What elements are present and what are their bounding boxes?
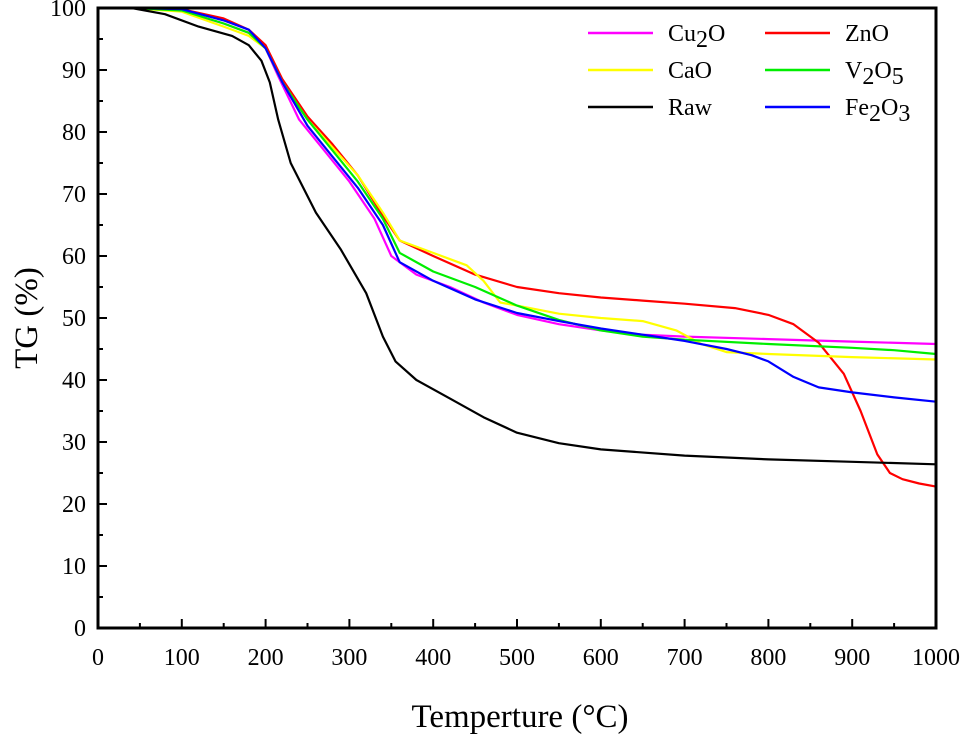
x-tick-label: 500 xyxy=(499,645,535,671)
legend: Cu2O ZnO CaO V2O5 Raw Fe2O3 xyxy=(588,21,910,127)
legend-item-fe2o3: Fe2O3 xyxy=(765,95,910,127)
x-tick-label: 200 xyxy=(248,645,284,671)
legend-label: CaO xyxy=(668,58,712,84)
legend-label: V2O5 xyxy=(845,58,904,90)
y-tick-label: 70 xyxy=(62,182,86,208)
y-tick-label: 30 xyxy=(62,430,86,456)
legend-item-cu2o: Cu2O xyxy=(588,21,725,53)
series-line-cu2o xyxy=(131,6,937,346)
y-tick-label: 60 xyxy=(62,244,86,270)
y-tick-label: 20 xyxy=(62,492,86,518)
series-line-cao xyxy=(131,6,937,361)
y-tick-label: 50 xyxy=(62,306,86,332)
y-tick-label: 10 xyxy=(62,554,86,580)
x-tick-label: 600 xyxy=(583,645,619,671)
y-tick-label: 90 xyxy=(62,58,86,84)
series-lines xyxy=(131,6,937,488)
x-tick-label: 100 xyxy=(164,645,200,671)
x-tick-label: 0 xyxy=(92,645,104,671)
x-axis-title: Temperture (°C) xyxy=(411,699,628,735)
series-line-v2o5 xyxy=(131,6,937,356)
y-tick-label: 80 xyxy=(62,120,86,146)
y-tick-label: 100 xyxy=(50,0,86,22)
plot-frame xyxy=(96,6,938,630)
legend-item-cao: CaO xyxy=(588,58,712,84)
x-tick-label: 400 xyxy=(415,645,451,671)
x-axis-ticks: 0 100 200 300 400 500 600 700 800 900 1000 xyxy=(92,619,960,671)
legend-item-zno: ZnO xyxy=(765,21,889,47)
legend-label: Cu2O xyxy=(668,21,725,53)
y-axis-ticks: 0 10 20 30 40 50 60 70 80 90 100 xyxy=(50,0,107,642)
x-tick-label: 900 xyxy=(834,645,870,671)
x-tick-label: 300 xyxy=(331,645,367,671)
legend-label: ZnO xyxy=(845,21,889,47)
y-axis-title: TG (%) xyxy=(9,267,45,369)
legend-label: Fe2O3 xyxy=(845,95,910,127)
y-tick-label: 40 xyxy=(62,368,86,394)
x-tick-label: 1000 xyxy=(912,645,960,671)
legend-label: Raw xyxy=(668,95,713,121)
series-line-fe2o3 xyxy=(131,6,937,403)
x-tick-label: 800 xyxy=(750,645,786,671)
series-line-raw xyxy=(131,6,937,466)
x-tick-label: 700 xyxy=(667,645,703,671)
legend-item-raw: Raw xyxy=(588,95,713,121)
legend-item-v2o5: V2O5 xyxy=(765,58,904,90)
series-line-zno xyxy=(131,6,937,488)
y-tick-label: 0 xyxy=(74,616,86,642)
